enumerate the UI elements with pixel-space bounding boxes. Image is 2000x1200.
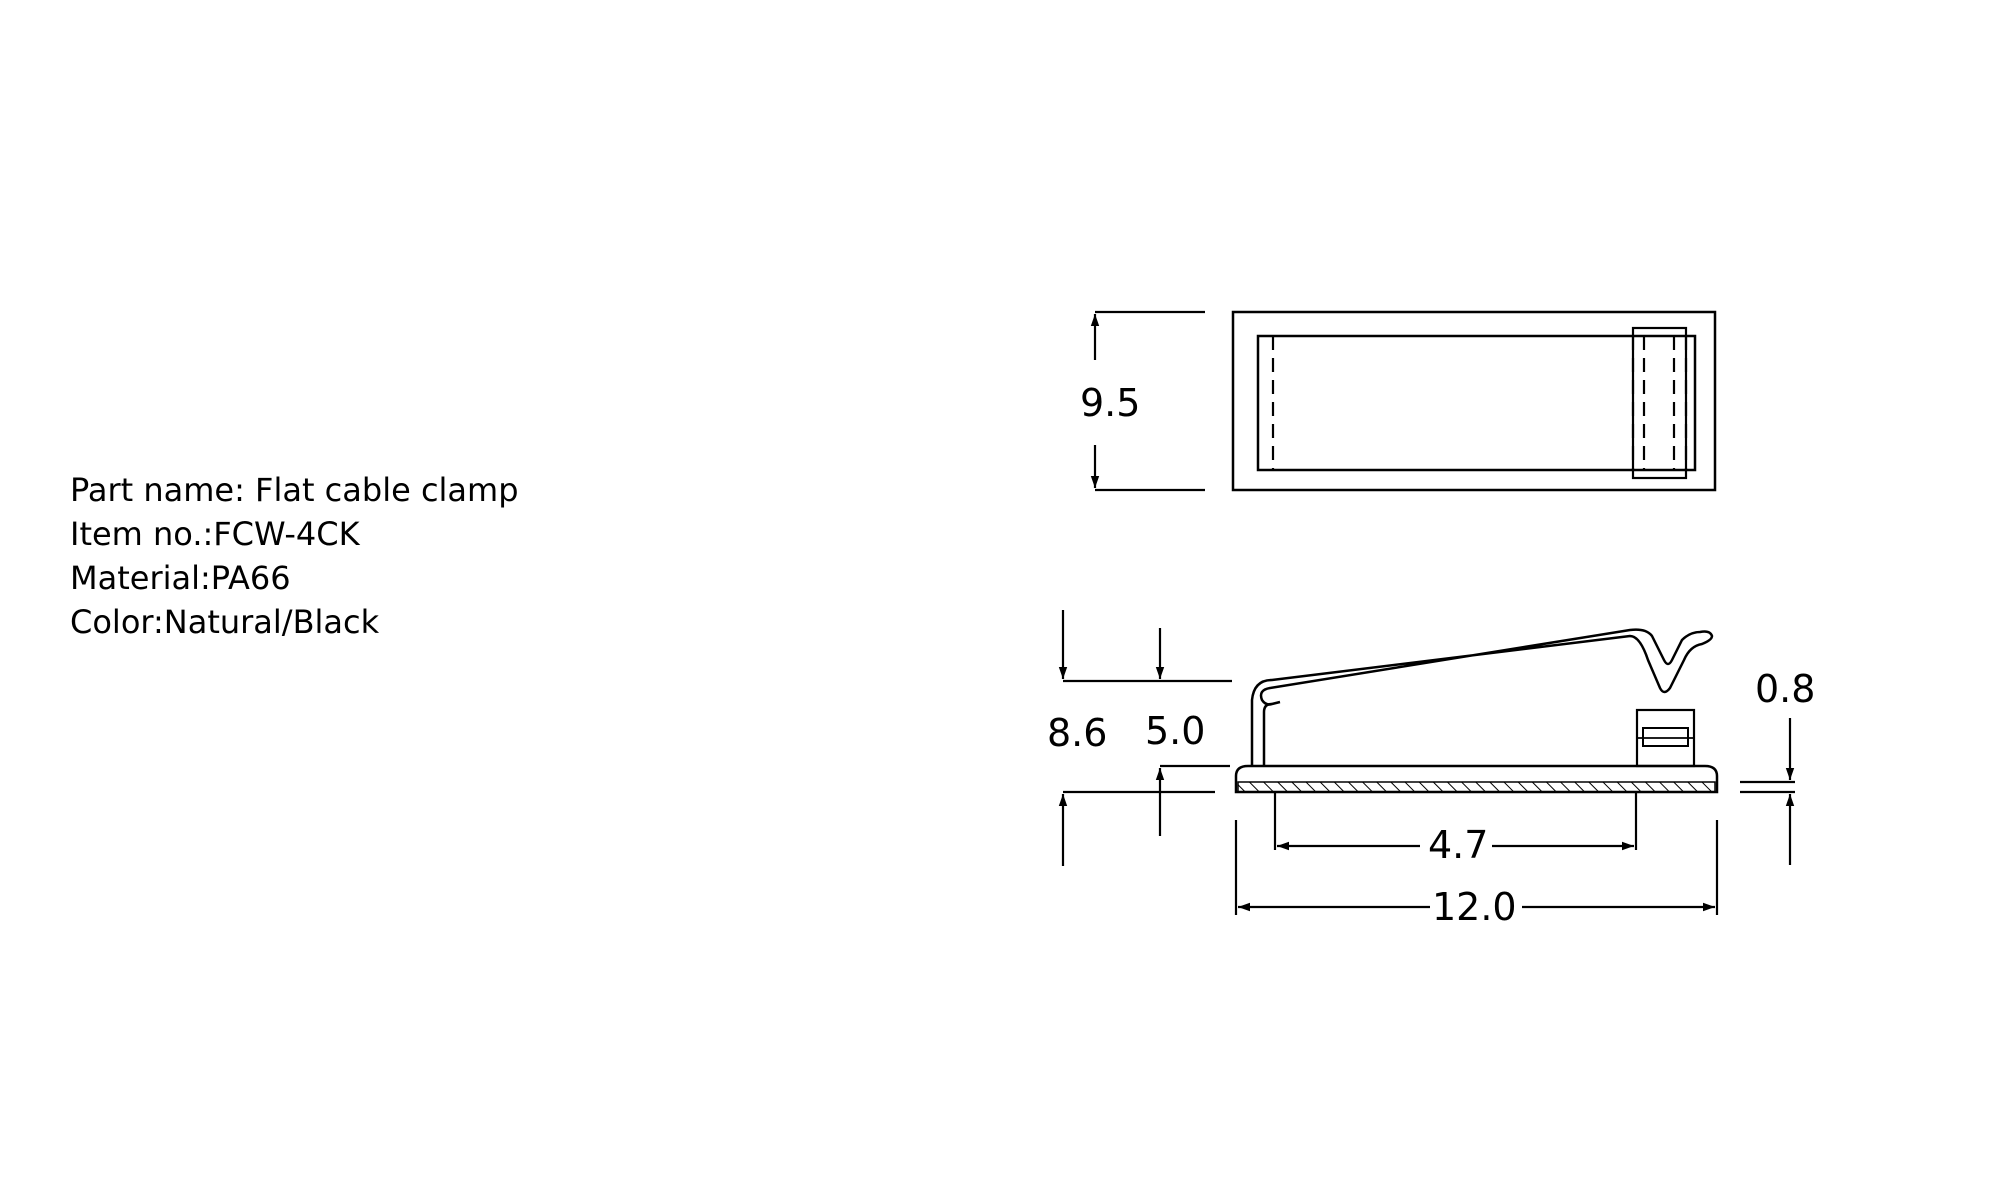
top-view-outer-frame [1231, 310, 1717, 492]
dim-base-thickness: 0.8 [1755, 667, 1815, 711]
item-number-label: Item no.:FCW-4CK [70, 515, 360, 553]
dim-clamp-height: 5.0 [1145, 709, 1205, 753]
dim-top-width: 9.5 [1080, 381, 1140, 425]
dim-total-height: 8.6 [1047, 711, 1107, 755]
side-view-base [1234, 764, 1719, 794]
material-label: Material:PA66 [70, 559, 291, 597]
side-view-base-hatch [1237, 781, 1716, 793]
top-view-hidden-lines [1271, 336, 1688, 470]
spec-block: Part name: Flat cable clamp Item no.:FCW… [70, 468, 519, 644]
color-label: Color:Natural/Black [70, 603, 380, 641]
top-view [1090, 310, 1717, 492]
part-name-label: Part name: Flat cable clamp [70, 471, 519, 509]
side-view-hinge [1250, 628, 1714, 766]
top-view-latch [1631, 326, 1688, 480]
dim-overall-length: 12.0 [1432, 885, 1517, 929]
top-view-inner-frame [1256, 334, 1697, 472]
side-view [1058, 610, 1795, 915]
dim-inner-length: 4.7 [1428, 823, 1488, 867]
